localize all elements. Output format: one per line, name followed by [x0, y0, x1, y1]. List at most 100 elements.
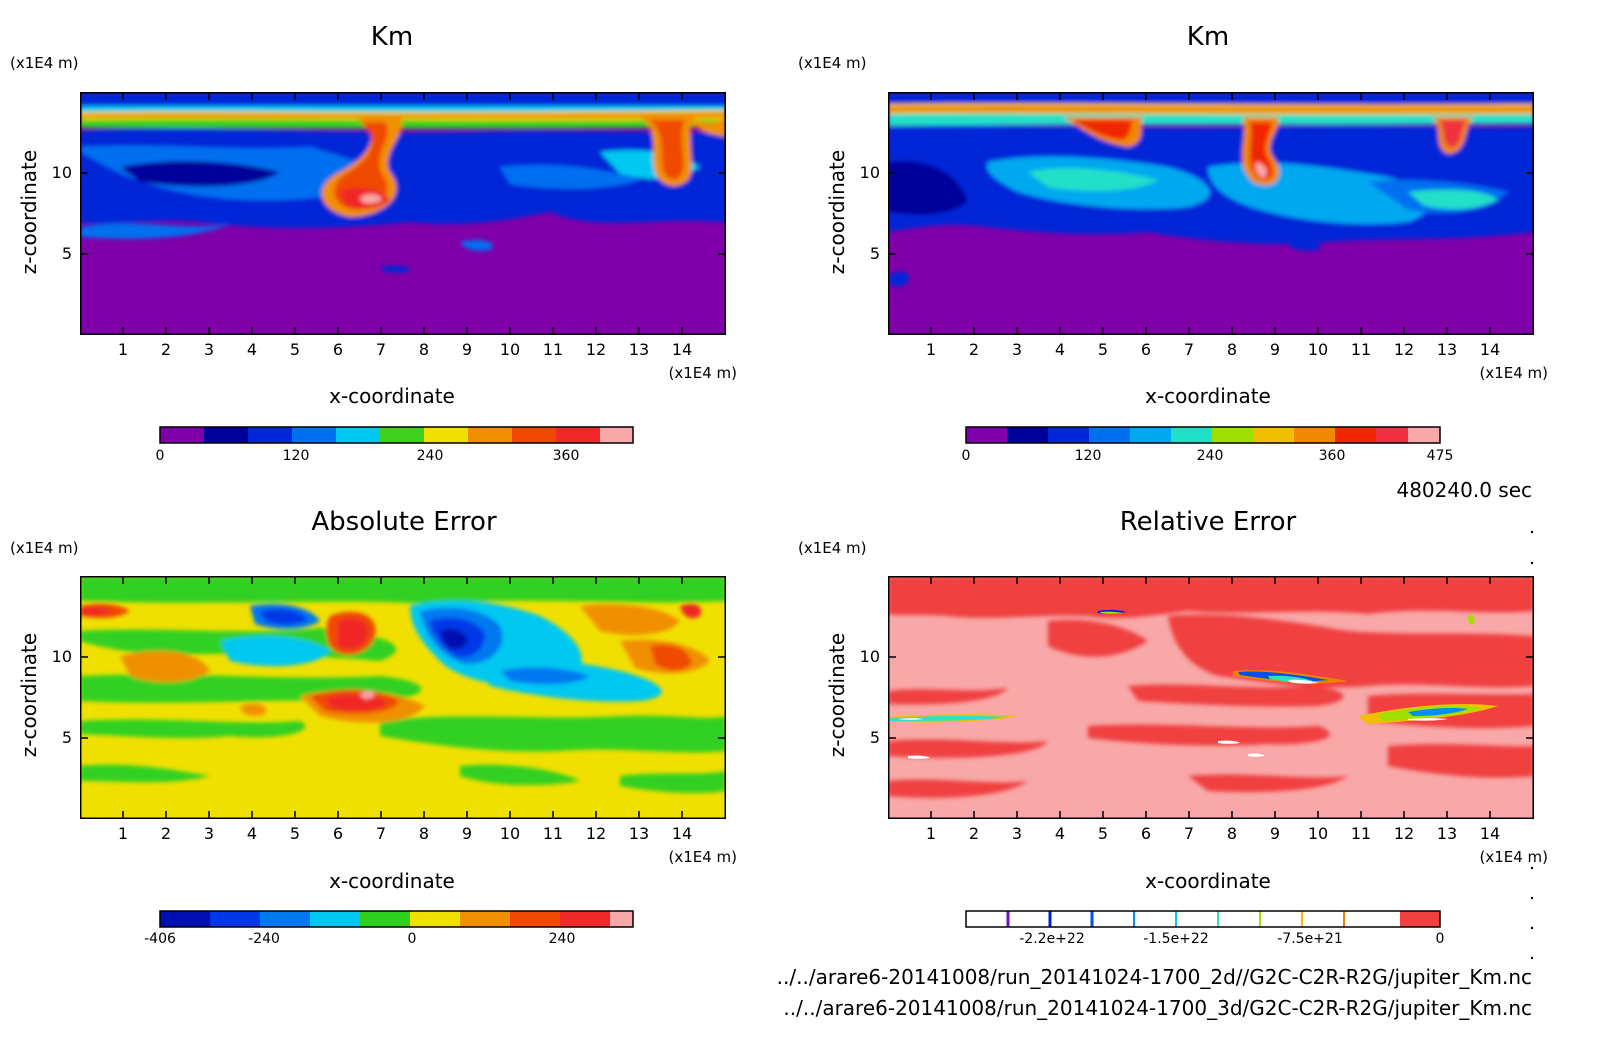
x-tick-label: 6 — [1141, 340, 1151, 359]
colorbar-label: -1.5e+22 — [1143, 931, 1208, 947]
x-tick-label: 10 — [1308, 824, 1328, 843]
x-tick-label: 8 — [419, 340, 429, 359]
x-tick-label: 14 — [1480, 340, 1500, 359]
y-axis-label: z-coordinate — [825, 150, 849, 274]
colorbar-label: -406 — [144, 931, 176, 947]
file-path-label: ../../arare6-20141008/run_20141024-1700_… — [777, 965, 1532, 989]
panel-title: Km — [1187, 22, 1229, 52]
x-tick-label: 8 — [1227, 340, 1237, 359]
x-tick-label: 2 — [161, 824, 171, 843]
x-tick-label: 5 — [1098, 340, 1108, 359]
colorbar-label: 240 — [417, 448, 444, 464]
colorbar-label: 240 — [1197, 448, 1224, 464]
x-tick-label: 5 — [290, 824, 300, 843]
x-tick-label: 9 — [462, 340, 472, 359]
x-tick-label: 10 — [500, 824, 520, 843]
x-tick-label: 5 — [290, 340, 300, 359]
panel-title: Km — [371, 22, 413, 52]
colorbar: -2.2e+22 -1.5e+22 -7.5e+21 0 — [965, 910, 1445, 947]
y-tick-label: 5 — [870, 728, 880, 747]
time-label: 480240.0 sec — [1396, 478, 1532, 502]
colorbar-label: 360 — [553, 448, 580, 464]
colorbar-label: 0 — [1436, 931, 1445, 947]
y-unit-label: (x1E4 m) — [798, 54, 867, 72]
y-axis-label: z-coordinate — [17, 633, 41, 757]
x-unit-label: (x1E4 m) — [668, 364, 737, 382]
x-tick-label: 4 — [1055, 824, 1065, 843]
x-tick-label: 14 — [1480, 824, 1500, 843]
y-tick-labels: 5 10 — [52, 163, 72, 263]
x-tick-label: 4 — [1055, 340, 1065, 359]
x-unit-label: (x1E4 m) — [1479, 364, 1548, 382]
plot-area — [888, 92, 1534, 335]
x-tick-label: 10 — [1308, 340, 1328, 359]
x-tick-label: 7 — [376, 340, 386, 359]
x-tick-label: 12 — [1394, 340, 1414, 359]
colorbar-label: 120 — [283, 448, 310, 464]
y-unit-label: (x1E4 m) — [798, 539, 867, 557]
x-tick-label: 8 — [419, 824, 429, 843]
x-tick-label: 2 — [969, 824, 979, 843]
colorbar-label: -240 — [248, 931, 280, 947]
colorbar-label: 360 — [1319, 448, 1346, 464]
x-tick-label: 11 — [543, 824, 563, 843]
margin-dots — [1530, 530, 1534, 960]
x-tick-label: 5 — [1098, 824, 1108, 843]
x-tick-label: 11 — [1351, 824, 1371, 843]
x-tick-label: 6 — [333, 340, 343, 359]
y-unit-label: (x1E4 m) — [10, 539, 79, 557]
x-tick-label: 12 — [586, 824, 606, 843]
x-tick-label: 7 — [1184, 824, 1194, 843]
x-unit-label: (x1E4 m) — [1479, 848, 1548, 866]
colorbar: 0 120 240 360 475 — [962, 426, 1453, 464]
x-tick-label: 9 — [1270, 824, 1280, 843]
x-tick-label: 3 — [1012, 340, 1022, 359]
x-tick-labels: 1 2 3 4 5 6 7 8 9 10 11 12 13 14 — [926, 824, 1500, 843]
x-tick-label: 14 — [672, 824, 692, 843]
y-tick-label: 10 — [52, 647, 72, 666]
y-tick-labels: 5 10 — [860, 647, 880, 747]
x-tick-label: 4 — [247, 824, 257, 843]
colorbar-label: 0 — [156, 448, 165, 464]
colorbar: -406 -240 0 240 — [144, 910, 634, 947]
x-tick-label: 12 — [1394, 824, 1414, 843]
y-tick-label: 5 — [870, 244, 880, 263]
x-tick-label: 13 — [1437, 340, 1457, 359]
x-tick-label: 1 — [118, 340, 128, 359]
x-tick-label: 14 — [672, 340, 692, 359]
x-tick-label: 1 — [926, 824, 936, 843]
y-tick-labels: 5 10 — [860, 163, 880, 263]
plot-area — [80, 576, 726, 819]
x-tick-label: 7 — [376, 824, 386, 843]
panel-km-2d: Km (x1E4 m) (x1E4 m) x-coordinate z-coor… — [10, 22, 737, 464]
x-tick-label: 3 — [204, 340, 214, 359]
x-tick-label: 3 — [1012, 824, 1022, 843]
colorbar-swatches — [965, 426, 1441, 444]
panel-title: Relative Error — [1120, 507, 1297, 537]
file-path-label: ../../arare6-20141008/run_20141024-1700_… — [783, 996, 1532, 1020]
colorbar-swatches — [159, 910, 634, 928]
panel-km-3d: Km (x1E4 m) (x1E4 m) x-coordinate z-coor… — [798, 22, 1548, 464]
x-unit-label: (x1E4 m) — [668, 848, 737, 866]
x-tick-label: 13 — [629, 340, 649, 359]
x-tick-label: 10 — [500, 340, 520, 359]
anomaly-streaks — [888, 609, 1498, 759]
y-tick-label: 5 — [62, 728, 72, 747]
x-tick-label: 12 — [586, 340, 606, 359]
panel-relative-error: Relative Error (x1E4 m) (x1E4 m) x-coord… — [798, 507, 1548, 947]
plot-area — [888, 576, 1534, 819]
x-tick-label: 2 — [161, 340, 171, 359]
plot-area — [80, 92, 726, 335]
x-tick-label: 9 — [462, 824, 472, 843]
x-tick-label: 8 — [1227, 824, 1237, 843]
x-tick-label: 2 — [969, 340, 979, 359]
x-tick-labels: 1 2 3 4 5 6 7 8 9 10 11 12 13 14 — [118, 340, 692, 359]
x-tick-label: 11 — [543, 340, 563, 359]
x-tick-label: 9 — [1270, 340, 1280, 359]
x-axis-label: x-coordinate — [329, 384, 455, 408]
y-unit-label: (x1E4 m) — [10, 54, 79, 72]
x-tick-label: 13 — [629, 824, 649, 843]
x-tick-label: 6 — [333, 824, 343, 843]
colorbar: 0 120 240 360 — [156, 426, 634, 464]
